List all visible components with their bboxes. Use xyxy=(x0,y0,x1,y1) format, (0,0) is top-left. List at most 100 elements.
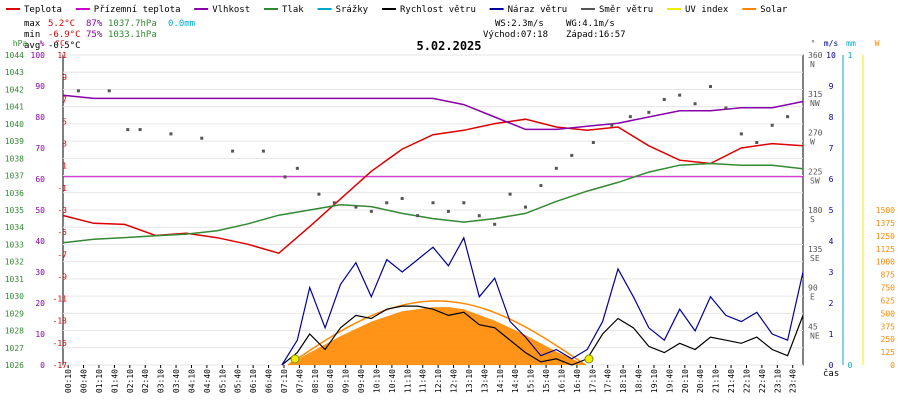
direction-point-10 xyxy=(317,192,321,196)
direction-tick-label-4: S xyxy=(810,215,815,224)
x-tick-11: 05:40 xyxy=(234,369,243,393)
x-tick-36: 18:10 xyxy=(619,369,628,393)
direction-point-20 xyxy=(477,214,481,218)
direction-point-17 xyxy=(431,201,435,205)
direction-tick-3: 225 xyxy=(808,167,823,176)
pressure-tick-6: 1038 xyxy=(5,154,24,163)
direction-point-13 xyxy=(369,209,373,213)
x-tick-16: 08:10 xyxy=(311,369,320,393)
temp-tick-12: -13 xyxy=(53,317,68,326)
sunrise: Východ:07:18 xyxy=(483,30,548,40)
solar-tick-3: 1125 xyxy=(876,245,895,254)
humidity-tick-0: 100 xyxy=(31,51,46,60)
direction-point-5 xyxy=(200,136,204,140)
temp-tick-14: -17 xyxy=(53,361,68,370)
direction-tick-label-7: NE xyxy=(810,331,820,340)
direction-point-15 xyxy=(400,196,404,200)
direction-point-29 xyxy=(628,115,632,119)
pressure-tick-14: 1030 xyxy=(5,292,24,301)
direction-point-19 xyxy=(462,201,466,205)
direction-point-3 xyxy=(138,128,142,132)
pressure-tick-0: 1044 xyxy=(5,51,24,60)
pressure-tick-17: 1027 xyxy=(5,344,24,353)
direction-point-18 xyxy=(446,209,450,213)
x-tick-8: 04:10 xyxy=(187,369,196,393)
x-tick-24: 12:10 xyxy=(434,369,443,393)
humidity-tick-9: 10 xyxy=(35,330,45,339)
direction-tick-label-2: W xyxy=(810,138,815,147)
min-humidity: 75% xyxy=(86,30,103,40)
solar-tick-0: 1500 xyxy=(876,206,895,215)
direction-point-39 xyxy=(786,115,790,119)
solar-tick-1: 1375 xyxy=(876,219,895,228)
pressure-tick-15: 1029 xyxy=(5,309,24,318)
direction-tick-1: 315 xyxy=(808,90,823,99)
series-line-5 xyxy=(281,236,804,366)
direction-tick-5: 135 xyxy=(808,245,823,254)
wind-tick-10: 0 xyxy=(829,361,834,370)
direction-tick-7: 45 xyxy=(808,322,818,331)
humidity-tick-10: 0 xyxy=(40,361,45,370)
direction-point-27 xyxy=(591,141,595,144)
sunset-marker xyxy=(584,354,594,364)
humidity-unit: % xyxy=(40,39,45,48)
sunset: Západ:16:57 xyxy=(566,30,626,40)
solar-tick-10: 250 xyxy=(881,335,896,344)
x-tick-21: 10:40 xyxy=(388,369,397,393)
solar-tick-8: 500 xyxy=(881,309,896,318)
wind-tick-6: 4 xyxy=(829,237,834,246)
direction-point-2 xyxy=(126,128,130,132)
min-temp: -6.9°C xyxy=(48,30,81,40)
pressure-tick-4: 1040 xyxy=(5,120,24,129)
direction-point-7 xyxy=(261,149,265,153)
direction-tick-4: 180 xyxy=(808,206,823,215)
wind-tick-1: 9 xyxy=(829,82,834,91)
pressure-tick-5: 1039 xyxy=(5,137,24,146)
solar-area xyxy=(287,300,587,366)
direction-point-33 xyxy=(693,102,697,106)
rain-unit: mm xyxy=(846,39,856,48)
temp-tick-3: 5 xyxy=(62,117,67,126)
x-tick-29: 14:40 xyxy=(511,369,520,393)
legend-label-0: Teplota xyxy=(24,5,62,15)
legend-label-5: Rychlost větru xyxy=(400,5,476,15)
direction-unit: ° xyxy=(811,39,816,48)
direction-point-37 xyxy=(755,141,759,144)
humidity-tick-5: 50 xyxy=(35,206,45,215)
temp-tick-5: 1 xyxy=(62,162,67,171)
direction-point-1 xyxy=(107,89,111,93)
x-tick-33: 16:40 xyxy=(573,369,582,393)
x-tick-31: 15:40 xyxy=(542,369,551,393)
direction-point-26 xyxy=(570,153,574,157)
solar-tick-4: 1000 xyxy=(876,258,895,267)
x-tick-44: 22:10 xyxy=(742,369,751,393)
solar-tick-5: 875 xyxy=(881,271,896,280)
direction-point-11 xyxy=(332,201,336,205)
x-tick-12: 06:10 xyxy=(249,369,258,393)
pressure-tick-9: 1035 xyxy=(5,206,24,215)
x-tick-14: 07:10 xyxy=(280,369,289,393)
x-tick-25: 12:40 xyxy=(450,369,459,393)
direction-point-6 xyxy=(231,149,235,153)
axes: hPa% °C1044104310421041104010391038103710… xyxy=(5,39,895,370)
stats-block: max 5.2°C 87% 1037.7hPa 0.0mm min -6.9°C… xyxy=(24,19,626,51)
legend-label-4: Srážky xyxy=(336,5,369,15)
x-tick-46: 23:10 xyxy=(773,369,782,393)
wind-tick-2: 8 xyxy=(829,113,834,122)
pressure-tick-13: 1031 xyxy=(5,275,24,284)
legend-label-7: Směr větru xyxy=(599,5,653,15)
wind-tick-4: 6 xyxy=(829,175,834,184)
legend: Teplota Přízemní teplota Vlhkost Tlak Srážky… xyxy=(6,5,788,15)
x-tick-47: 23:40 xyxy=(789,369,798,393)
series-line-1 xyxy=(62,94,804,131)
direction-point-12 xyxy=(354,205,358,209)
x-tick-22: 11:10 xyxy=(403,369,412,393)
direction-point-34 xyxy=(709,85,712,89)
solar-fill xyxy=(288,307,586,365)
pressure-tick-3: 1041 xyxy=(5,103,24,112)
wind-tick-8: 2 xyxy=(829,299,834,308)
humidity-tick-8: 20 xyxy=(35,299,45,308)
humidity-tick-2: 80 xyxy=(35,113,45,122)
series-line-4 xyxy=(281,305,804,366)
max-temp: 5.2°C xyxy=(48,19,75,29)
